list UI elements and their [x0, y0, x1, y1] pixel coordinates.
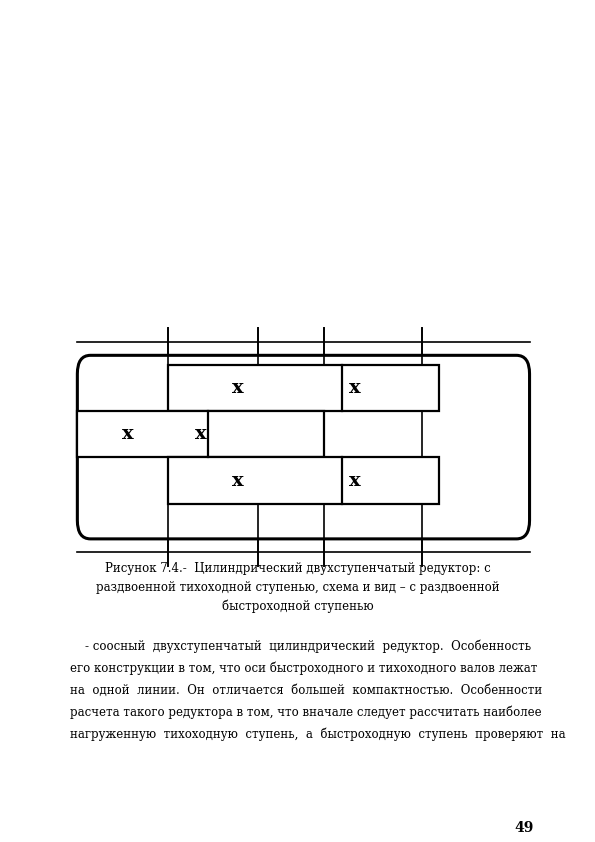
Bar [168, 457, 439, 504]
Text: - соосный  двухступенчатый  цилиндрический  редуктор.  Особенность: - соосный двухступенчатый цилиндрический… [70, 640, 531, 653]
Text: на  одной  линии.  Он  отличается  большей  компактностью.  Особенности: на одной линии. Он отличается большей ко… [70, 684, 543, 696]
Text: x: x [349, 379, 361, 397]
Text: его конструкции в том, что оси быстроходного и тихоходного валов лежат: его конструкции в том, что оси быстроход… [70, 662, 538, 675]
Text: раздвоенной тихоходной ступенью, схема и вид – с раздвоенной: раздвоенной тихоходной ступенью, схема и… [96, 581, 499, 594]
FancyBboxPatch shape [77, 355, 530, 539]
Bar [168, 365, 439, 411]
Text: x: x [122, 425, 134, 444]
Bar [77, 411, 324, 457]
Text: нагруженную  тихоходную  ступень,  а  быстроходную  ступень  проверяют  на: нагруженную тихоходную ступень, а быстро… [70, 727, 566, 741]
Text: Рисунок 7.4.-  Цилиндрический двухступенчатый редуктор: с: Рисунок 7.4.- Цилиндрический двухступенч… [105, 562, 490, 575]
Text: x: x [349, 472, 361, 490]
Text: быстроходной ступенью: быстроходной ступенью [222, 600, 373, 613]
Text: 49: 49 [514, 821, 533, 835]
Text: расчета такого редуктора в том, что вначале следует рассчитать наиболее: расчета такого редуктора в том, что внач… [70, 706, 542, 719]
Text: x: x [195, 425, 207, 444]
Text: x: x [232, 472, 244, 490]
Text: x: x [232, 379, 244, 397]
